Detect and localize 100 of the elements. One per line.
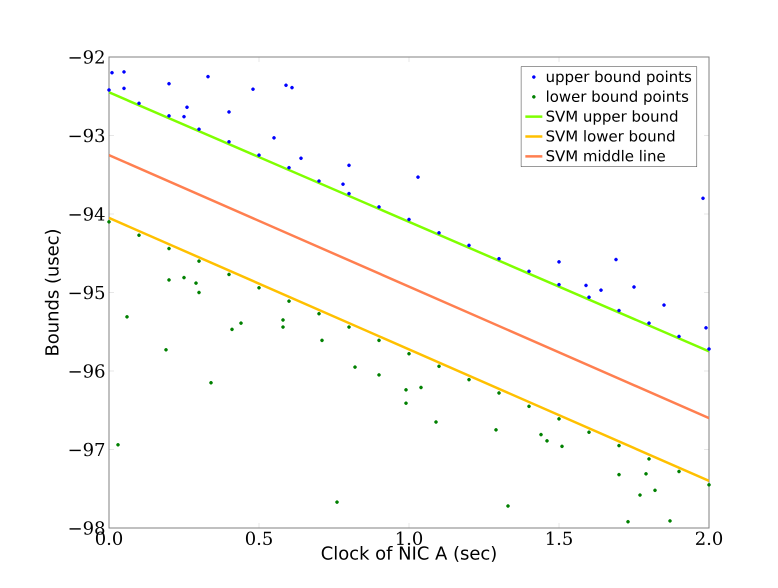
point [167, 114, 171, 118]
y-axis-title: Bounds (usec) [44, 230, 61, 355]
point [107, 220, 111, 224]
y-tick-label: −92 [70, 50, 104, 64]
point [527, 270, 531, 274]
point [251, 87, 255, 91]
point [626, 520, 630, 524]
point [419, 386, 423, 390]
point [347, 164, 351, 168]
point [377, 338, 381, 342]
point [284, 83, 288, 88]
point [335, 500, 339, 504]
x-tick-label: 1.0 [396, 532, 422, 546]
point [677, 470, 681, 474]
x-tick-label: 0.5 [246, 532, 272, 546]
point [539, 432, 543, 436]
point [257, 153, 261, 157]
point [347, 325, 351, 329]
point [227, 110, 231, 114]
point [527, 404, 531, 408]
legend-label: SVM lower bound [546, 130, 674, 142]
x-axis-title: Clock of NIC A (sec) [322, 546, 496, 562]
point [194, 281, 198, 285]
point [137, 233, 141, 237]
point [125, 315, 129, 319]
point [707, 483, 711, 487]
y-tick-label: −94 [70, 207, 105, 221]
point [467, 244, 471, 248]
point [122, 86, 126, 90]
x-tick-label: 1.5 [546, 532, 572, 546]
point [638, 493, 642, 497]
point [407, 218, 411, 222]
point [206, 74, 210, 78]
point [545, 439, 549, 443]
point [197, 259, 201, 263]
point [182, 114, 186, 118]
point [110, 70, 114, 74]
y-tick-label: −95 [70, 286, 104, 300]
point [557, 282, 561, 286]
point [437, 364, 441, 368]
point [584, 284, 588, 288]
point [317, 312, 321, 316]
point [704, 326, 708, 330]
point [182, 276, 186, 280]
legend-label: lower bound points [546, 90, 688, 105]
point [434, 420, 438, 424]
point [587, 295, 591, 300]
point [116, 442, 120, 447]
point [662, 303, 666, 307]
y-tick-label: −97 [70, 442, 104, 456]
point [701, 196, 705, 200]
point [617, 444, 621, 448]
point [287, 166, 291, 170]
point [230, 328, 234, 332]
point [437, 231, 441, 235]
point [281, 318, 285, 322]
point [272, 136, 276, 140]
point [497, 391, 501, 395]
point [239, 321, 243, 325]
point [167, 82, 171, 86]
point [644, 472, 648, 476]
point [197, 127, 201, 132]
point [668, 519, 672, 523]
point [677, 334, 681, 338]
point [167, 278, 171, 282]
point [647, 457, 651, 461]
point [416, 175, 420, 179]
legend-label: SVM middle line [546, 150, 665, 162]
point [707, 347, 711, 351]
point [227, 272, 231, 276]
point [560, 444, 564, 448]
point [197, 290, 201, 294]
point [227, 140, 231, 144]
point [290, 86, 294, 90]
point [317, 179, 321, 183]
point [647, 321, 651, 325]
point [137, 102, 141, 106]
x-tick-label: 2.0 [696, 532, 722, 546]
point [494, 428, 498, 432]
point [599, 288, 603, 292]
point [287, 299, 291, 303]
y-tick-label: −96 [70, 364, 104, 378]
point [404, 388, 408, 392]
point [467, 378, 471, 382]
point [377, 205, 381, 209]
point [614, 258, 618, 262]
point [347, 192, 351, 196]
point [653, 488, 657, 492]
point [404, 401, 408, 405]
point [377, 373, 381, 377]
point [320, 338, 324, 342]
legend-label: SVM upper bound [546, 110, 678, 125]
point [617, 308, 621, 312]
point [167, 246, 171, 250]
point [557, 260, 561, 264]
point [497, 256, 501, 261]
point [341, 182, 345, 186]
point [281, 325, 285, 329]
point [257, 286, 261, 290]
point [164, 348, 168, 352]
